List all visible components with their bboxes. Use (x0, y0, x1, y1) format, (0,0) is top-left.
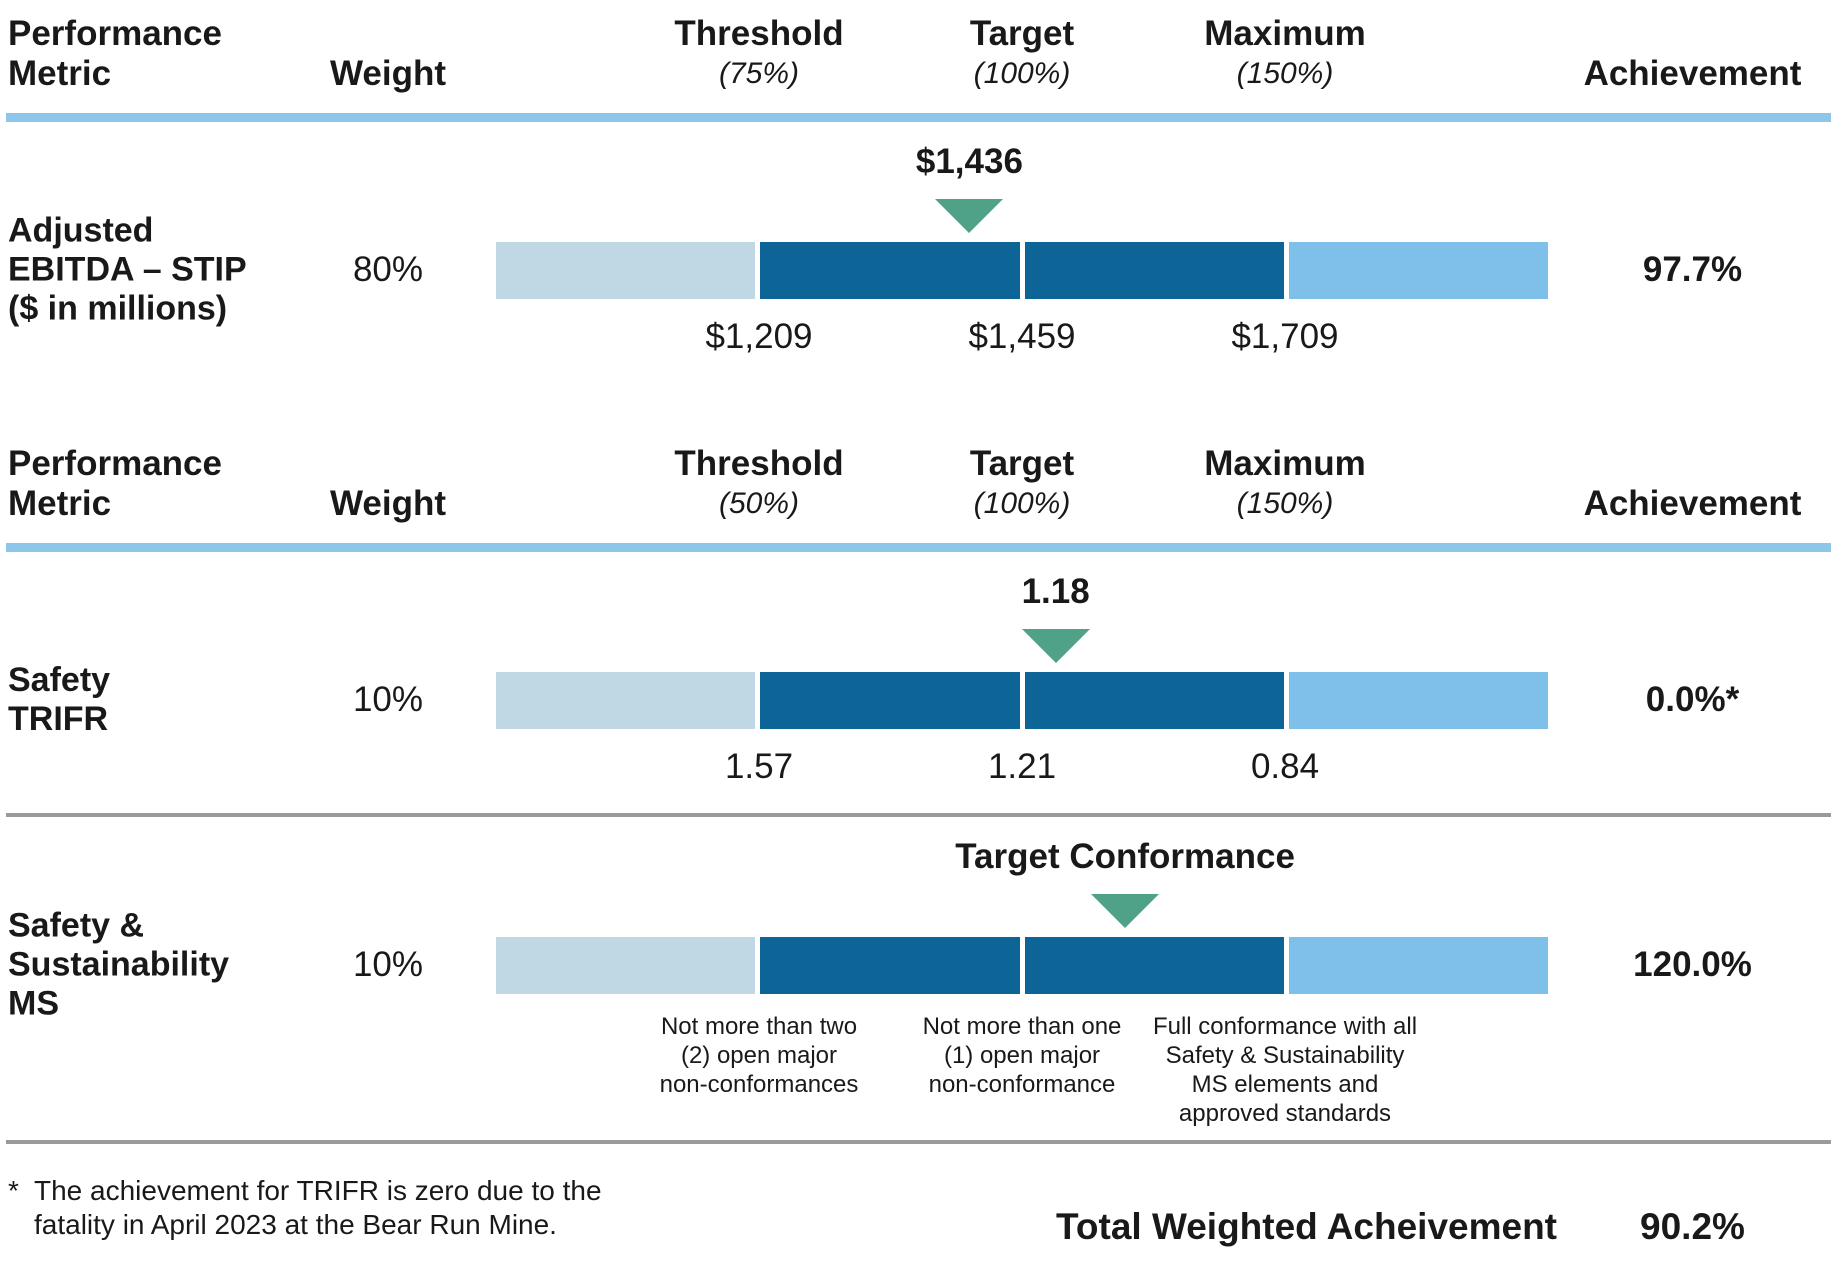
metric-row-adjusted-ebitda: Adjusted EBITDA – STIP ($ in millions) 8… (0, 122, 1837, 360)
bar-segment-above-maximum (1288, 672, 1548, 729)
weight-cell: 10% (280, 817, 496, 1140)
target-payout-pct: (100%) (973, 487, 1071, 520)
footnote-text: The achievement for TRIFR is zero due to… (34, 1175, 602, 1240)
footer-divider (6, 1140, 1831, 1144)
metric-name-line: TRIFR (8, 700, 109, 738)
achievement-marker-icon (1021, 629, 1090, 663)
achievement-cell: 120.0% (1548, 817, 1837, 1140)
bar-segment-threshold-to-target (760, 937, 1020, 994)
bar-segment-below-threshold (496, 242, 756, 299)
achievement-marker-icon (935, 199, 1004, 233)
actual-value-label: $1,436 (915, 142, 1023, 181)
bar-segment-below-threshold (496, 672, 756, 729)
total-weighted-achievement-value: 90.2% (1640, 1206, 1745, 1247)
bar-segment-threshold-to-target (760, 242, 1020, 299)
maximum-tick-label: Full conformance with all Safety & Susta… (1152, 1013, 1418, 1127)
row-divider (6, 813, 1831, 817)
scale-headers: Threshold (75%) Target (100%) Maximum (1… (496, 14, 1548, 113)
bar-segment-threshold-to-target (760, 672, 1020, 729)
scale-bar (496, 672, 1548, 729)
maximum-header: Maximum (150%) (1204, 14, 1365, 94)
metric-name-cell: Safety TRIFR (0, 552, 280, 813)
bar-segment-above-maximum (1288, 242, 1548, 299)
metric-name-line: Safety & (8, 906, 145, 945)
performance-metric-header: Performance Metric (0, 444, 280, 543)
maximum-header: Maximum (150%) (1204, 444, 1365, 524)
performance-metric-header-line2: Metric (8, 484, 112, 523)
threshold-tick-label: $1,209 (705, 317, 813, 356)
header-rule (6, 543, 1831, 552)
threshold-tick-label: Not more than two (2) open major non-con… (659, 1013, 859, 1098)
achievement-value: 97.7% (1642, 250, 1743, 289)
actual-value-label: 1.18 (1021, 572, 1090, 611)
metric-name-cell: Safety & Sustainability MS (0, 817, 280, 1140)
weight-value: 80% (352, 250, 424, 289)
target-tick-label: $1,459 (968, 317, 1076, 356)
total-weighted-achievement-label: Total Weighted Acheivement (1056, 1206, 1557, 1247)
achievement-marker-icon (1091, 894, 1160, 928)
achievement-cell: 0.0%* (1548, 552, 1837, 813)
footnote-asterisk: * (8, 1175, 19, 1206)
weight-header: Weight (329, 484, 446, 523)
scale-bar-cell: Target Conformance Not more than two (2)… (496, 817, 1548, 1140)
target-header: Target (100%) (970, 444, 1074, 524)
actual-value-label: Target Conformance (955, 837, 1295, 876)
metric-row-safety-sustainability-ms: Safety & Sustainability MS 10% Target Co… (0, 817, 1837, 1140)
trifr-footnote: * The achievement for TRIFR is zero due … (8, 1174, 602, 1242)
threshold-payout-pct: (50%) (718, 487, 800, 520)
weight-value: 10% (352, 680, 424, 719)
header-rule (6, 113, 1831, 122)
threshold-payout-pct: (75%) (718, 57, 800, 90)
maximum-tick-label: $1,709 (1231, 317, 1339, 356)
bar-segment-above-maximum (1288, 937, 1548, 994)
metric-name-line: Adjusted (8, 211, 154, 250)
metric-row-safety-trifr: Safety TRIFR 10% 1.18 1.57 1.21 0.84 (0, 552, 1837, 813)
achievement-value: 120.0% (1633, 945, 1752, 984)
target-tick-label: 1.21 (987, 747, 1057, 786)
performance-metric-header-line1: Performance (8, 444, 222, 483)
maximum-payout-pct: (150%) (1236, 57, 1334, 90)
target-header: Target (100%) (970, 14, 1074, 94)
target-tick-label: Not more than one (1) open major non-con… (922, 1013, 1122, 1098)
scale-bar (496, 937, 1548, 994)
metric-name-line: Safety (8, 661, 111, 699)
threshold-header: Threshold (50%) (674, 444, 843, 524)
bar-segment-target-to-maximum (1024, 937, 1284, 994)
scale-headers: Threshold (50%) Target (100%) Maximum (1… (496, 444, 1548, 543)
threshold-header: Threshold (75%) (674, 14, 843, 94)
scale-bar (496, 242, 1548, 299)
achievement-header: Achievement (1583, 484, 1802, 523)
weight-header: Weight (329, 54, 446, 93)
bar-segment-target-to-maximum (1024, 672, 1284, 729)
metric-name-line: Sustainability (8, 945, 230, 984)
achievement-value: 0.0%* (1645, 680, 1740, 719)
metric-name-line: ($ in millions) (8, 289, 228, 328)
table2-header: Performance Metric Weight Threshold (50%… (0, 430, 1837, 543)
scale-bar-cell: $1,436 $1,209 $1,459 $1,709 (496, 122, 1548, 360)
table1-header: Performance Metric Weight Threshold (75%… (0, 0, 1837, 113)
performance-metric-header-line2: Metric (8, 54, 112, 93)
performance-metric-header-line1: Performance (8, 14, 222, 53)
metric-name-line: MS (8, 984, 59, 1023)
performance-metric-header: Performance Metric (0, 14, 280, 113)
metric-name-line: EBITDA – STIP (8, 250, 247, 289)
footer: * The achievement for TRIFR is zero due … (0, 1144, 1837, 1276)
threshold-tick-label: 1.57 (724, 747, 794, 786)
weight-value: 10% (352, 945, 424, 984)
bar-segment-target-to-maximum (1024, 242, 1284, 299)
achievement-header: Achievement (1583, 54, 1802, 93)
weight-cell: 10% (280, 552, 496, 813)
maximum-tick-label: 0.84 (1250, 747, 1320, 786)
scale-bar-cell: 1.18 1.57 1.21 0.84 (496, 552, 1548, 813)
target-payout-pct: (100%) (973, 57, 1071, 90)
bar-segment-below-threshold (496, 937, 756, 994)
weight-cell: 80% (280, 122, 496, 360)
maximum-payout-pct: (150%) (1236, 487, 1334, 520)
achievement-cell: 97.7% (1548, 122, 1837, 360)
metric-name-cell: Adjusted EBITDA – STIP ($ in millions) (0, 122, 280, 360)
